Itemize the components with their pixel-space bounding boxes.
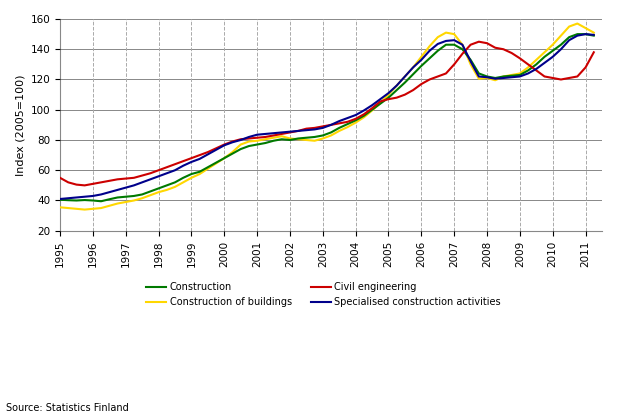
Construction bbox=[303, 135, 310, 140]
Construction bbox=[106, 197, 113, 202]
Construction of buildings bbox=[590, 30, 597, 35]
Construction bbox=[97, 199, 105, 204]
Construction bbox=[483, 74, 491, 79]
Construction bbox=[229, 151, 236, 156]
Line: Civil engineering: Civil engineering bbox=[60, 42, 594, 186]
Construction of buildings bbox=[229, 150, 236, 155]
Civil engineering bbox=[56, 175, 64, 180]
Civil engineering bbox=[492, 45, 499, 50]
Construction bbox=[196, 169, 204, 174]
Specialised construction activities bbox=[286, 129, 294, 134]
Specialised construction activities bbox=[97, 192, 105, 197]
Text: Source: Statistics Finland: Source: Statistics Finland bbox=[6, 403, 129, 413]
Construction of buildings bbox=[574, 21, 581, 26]
Civil engineering bbox=[196, 153, 204, 158]
Line: Construction: Construction bbox=[60, 34, 594, 201]
Construction of buildings bbox=[81, 207, 88, 212]
Civil engineering bbox=[81, 183, 88, 188]
Construction of buildings bbox=[483, 75, 491, 80]
Construction bbox=[590, 33, 597, 38]
Civil engineering bbox=[229, 139, 236, 144]
Construction of buildings bbox=[303, 138, 310, 143]
Line: Construction of buildings: Construction of buildings bbox=[60, 23, 594, 210]
Civil engineering bbox=[590, 50, 597, 55]
Construction bbox=[294, 136, 302, 141]
Y-axis label: Index (2005=100): Index (2005=100) bbox=[15, 74, 25, 176]
Construction of buildings bbox=[106, 203, 113, 208]
Construction bbox=[574, 32, 581, 37]
Civil engineering bbox=[303, 126, 310, 131]
Civil engineering bbox=[106, 178, 113, 183]
Specialised construction activities bbox=[590, 33, 597, 38]
Specialised construction activities bbox=[582, 32, 589, 37]
Civil engineering bbox=[294, 128, 302, 133]
Construction of buildings bbox=[56, 205, 64, 210]
Specialised construction activities bbox=[188, 159, 195, 164]
Line: Specialised construction activities: Specialised construction activities bbox=[60, 34, 594, 199]
Civil engineering bbox=[475, 39, 482, 44]
Legend: Construction, Construction of buildings, Civil engineering, Specialised construc: Construction, Construction of buildings,… bbox=[146, 282, 501, 307]
Specialised construction activities bbox=[220, 143, 228, 148]
Construction bbox=[56, 197, 64, 202]
Construction of buildings bbox=[294, 137, 302, 142]
Specialised construction activities bbox=[56, 196, 64, 201]
Construction of buildings bbox=[196, 171, 204, 176]
Specialised construction activities bbox=[549, 54, 557, 59]
Specialised construction activities bbox=[475, 74, 482, 79]
